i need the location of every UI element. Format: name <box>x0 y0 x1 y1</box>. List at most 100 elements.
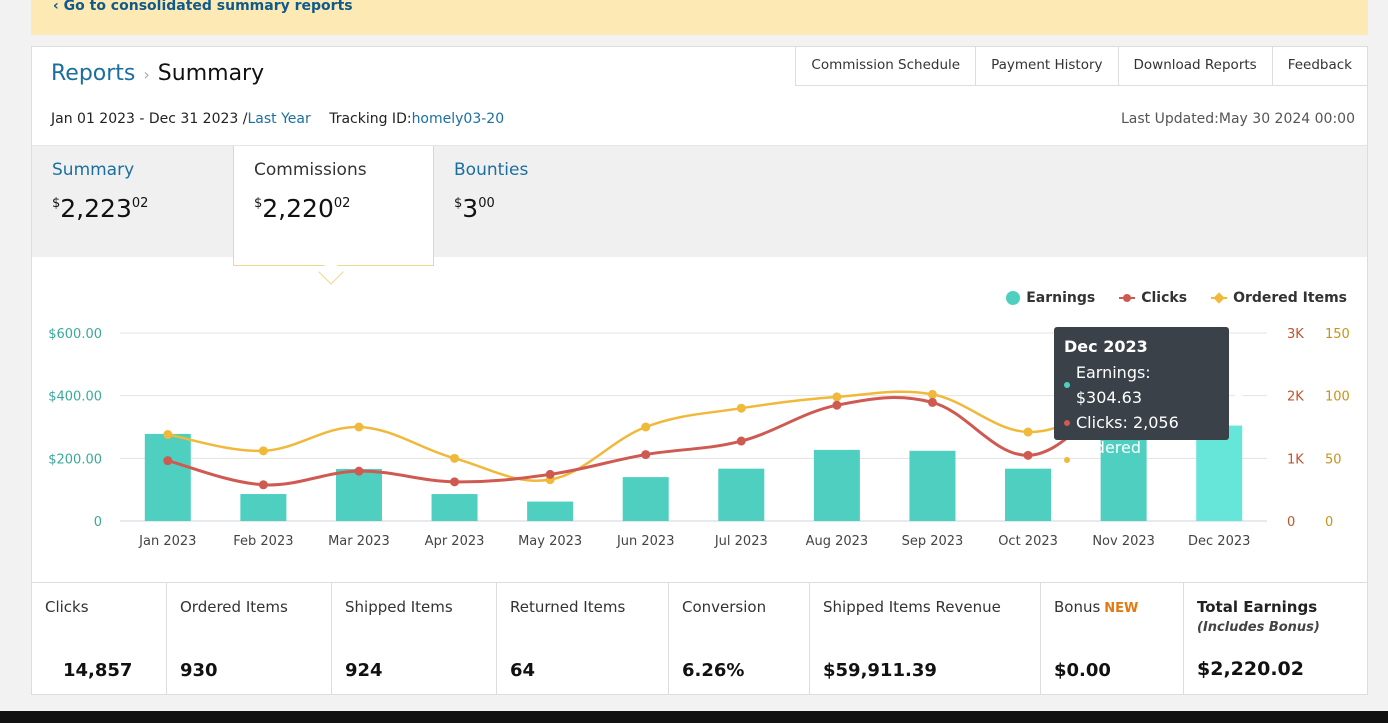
consolidated-reports-link[interactable]: ‹ Go to consolidated summary reports <box>53 0 353 14</box>
feedback-button[interactable]: Feedback <box>1287 57 1352 73</box>
page-title: Summary <box>157 61 265 86</box>
tooltip-earnings: Earnings: $304.63 <box>1064 360 1219 410</box>
report-top-nav: Commission Schedule Payment History Down… <box>795 47 1367 86</box>
report-card: Reports › Summary Commission Schedule Paym… <box>31 46 1368 695</box>
tab-summary[interactable]: Summary $2,22302 <box>32 146 233 258</box>
screen-bottom-bar <box>0 711 1388 723</box>
breadcrumb-reports-link[interactable]: Reports <box>51 61 136 86</box>
y-left-tick: 0 <box>94 515 102 530</box>
date-range: Jan 01 2023 - Dec 31 2023 / <box>51 111 248 127</box>
consolidated-banner: ‹ Go to consolidated summary reports <box>31 0 1368 35</box>
ordered-items-point <box>832 392 842 402</box>
new-badge: NEW <box>1104 601 1139 616</box>
stat-bonus-label: Bonus NEW <box>1054 598 1139 616</box>
stat-shipped-items: Shipped Items 924 <box>332 583 497 695</box>
stat-shipped-items-label: Shipped Items <box>345 598 453 616</box>
y-right-tick: 1K <box>1287 452 1304 467</box>
clicks-point <box>545 469 555 479</box>
ordered-items-point <box>258 446 268 456</box>
y-right2-tick: 100 <box>1325 390 1350 405</box>
x-tick-label: Feb 2023 <box>233 534 293 549</box>
x-tick-label: Oct 2023 <box>998 534 1058 549</box>
stat-shipped-revenue: Shipped Items Revenue $59,911.39 <box>810 583 1041 695</box>
tab-bounties-label: Bounties <box>454 160 529 180</box>
stat-returned-items: Returned Items 64 <box>497 583 669 695</box>
x-tick-label: Aug 2023 <box>806 534 869 549</box>
tab-summary-value: $2,22302 <box>52 194 149 223</box>
chart-tooltip: Dec 2023 Earnings: $304.63 Clicks: 2,056… <box>1054 327 1229 482</box>
date-range-link[interactable]: Last Year <box>247 111 311 127</box>
breadcrumb-separator: › <box>143 65 150 84</box>
tab-commissions[interactable]: Commissions $2,22002 <box>233 146 434 266</box>
y-right2-tick: 50 <box>1325 452 1342 467</box>
clicks-point <box>641 450 651 460</box>
stat-total-earnings-value: $2,220.02 <box>1197 658 1304 680</box>
x-tick-label: Apr 2023 <box>425 534 485 549</box>
ordered-items-point <box>641 422 651 432</box>
legend-earnings-dot <box>1006 291 1021 305</box>
legend-ordered-marker <box>1211 292 1228 304</box>
stat-shipped-revenue-label: Shipped Items Revenue <box>823 598 1001 616</box>
stat-bonus: Bonus NEW $0.00 <box>1041 583 1184 695</box>
tooltip-ordered: Ordered Items: 96 <box>1064 435 1219 485</box>
legend-ordered-items[interactable]: Ordered Items <box>1211 290 1347 306</box>
earnings-bar <box>1100 426 1147 521</box>
stat-returned-items-value: 64 <box>510 660 536 681</box>
y-right2-tick: 0 <box>1325 515 1333 530</box>
tab-bounties-value: $300 <box>454 194 495 223</box>
stat-conversion-label: Conversion <box>682 598 767 616</box>
stat-clicks-label: Clicks <box>45 598 89 616</box>
clicks-point <box>736 436 746 446</box>
tab-commissions-value: $2,22002 <box>254 194 351 223</box>
earnings-chart: 0 0 0 $200.00 1K 50 $400.00 2K 100 $600.00 3K 150 Ja… <box>48 327 1350 549</box>
ordered-items-point <box>163 430 173 440</box>
summary-tabs: Summary $2,22302 Commissions $2,22002 Bo… <box>32 145 1367 266</box>
tracking-id-link[interactable]: homely03-20 <box>411 111 505 127</box>
ordered-items-point <box>927 389 937 399</box>
legend-clicks-marker <box>1119 294 1136 302</box>
earnings-bar <box>527 501 574 521</box>
clicks-point <box>258 480 268 490</box>
y-left-tick: $200.00 <box>48 452 102 467</box>
ordered-items-line <box>167 390 1220 482</box>
commission-schedule-button[interactable]: Commission Schedule <box>796 47 977 85</box>
legend-earnings[interactable]: Earnings <box>1006 290 1095 306</box>
stat-total-earnings-sub: (Includes Bonus) <box>1197 620 1320 635</box>
ordered-items-point <box>1023 427 1033 437</box>
earnings-bar <box>1196 425 1243 521</box>
earnings-bar <box>335 468 382 521</box>
stat-shipped-revenue-value: $59,911.39 <box>823 660 937 681</box>
earnings-bar <box>240 494 287 521</box>
stat-ordered-items: Ordered Items 930 <box>167 583 332 695</box>
breadcrumb: Reports › Summary <box>51 61 264 86</box>
stat-ordered-items-value: 930 <box>180 660 218 681</box>
x-tick-label: May 2023 <box>518 534 582 549</box>
earnings-bar <box>909 450 956 521</box>
x-tick-label: Jun 2023 <box>616 534 675 549</box>
stat-conversion-value: 6.26% <box>682 660 745 681</box>
legend-clicks[interactable]: Clicks <box>1119 290 1187 306</box>
x-tick-label: Jan 2023 <box>138 534 196 549</box>
y-left-tick: $400.00 <box>48 390 102 405</box>
y-right-tick: 2K <box>1287 390 1304 405</box>
stat-bonus-value: $0.00 <box>1054 660 1111 681</box>
tooltip-title: Dec 2023 <box>1064 337 1148 356</box>
clicks-point <box>927 397 937 407</box>
y-right-tick: 0 <box>1287 515 1295 530</box>
x-tick-label: Nov 2023 <box>1092 534 1155 549</box>
tab-commissions-label: Commissions <box>254 160 367 180</box>
clicks-point <box>1023 450 1033 460</box>
earnings-bar <box>431 494 478 521</box>
download-reports-button[interactable]: Download Reports <box>1119 47 1273 85</box>
tooltip-clicks: Clicks: 2,056 <box>1064 410 1219 435</box>
stat-clicks: Clicks 14,857 <box>32 583 167 695</box>
tab-bounties[interactable]: Bounties $300 <box>434 146 635 258</box>
x-tick-label: Jul 2023 <box>714 534 768 549</box>
earnings-bar <box>622 477 669 521</box>
payment-history-button[interactable]: Payment History <box>976 47 1119 85</box>
ordered-items-point <box>450 453 460 463</box>
y-left-tick: $600.00 <box>48 327 102 342</box>
stat-conversion: Conversion 6.26% <box>669 583 810 695</box>
tracking-id-label: Tracking ID: <box>329 111 412 127</box>
earnings-bar <box>813 449 860 521</box>
